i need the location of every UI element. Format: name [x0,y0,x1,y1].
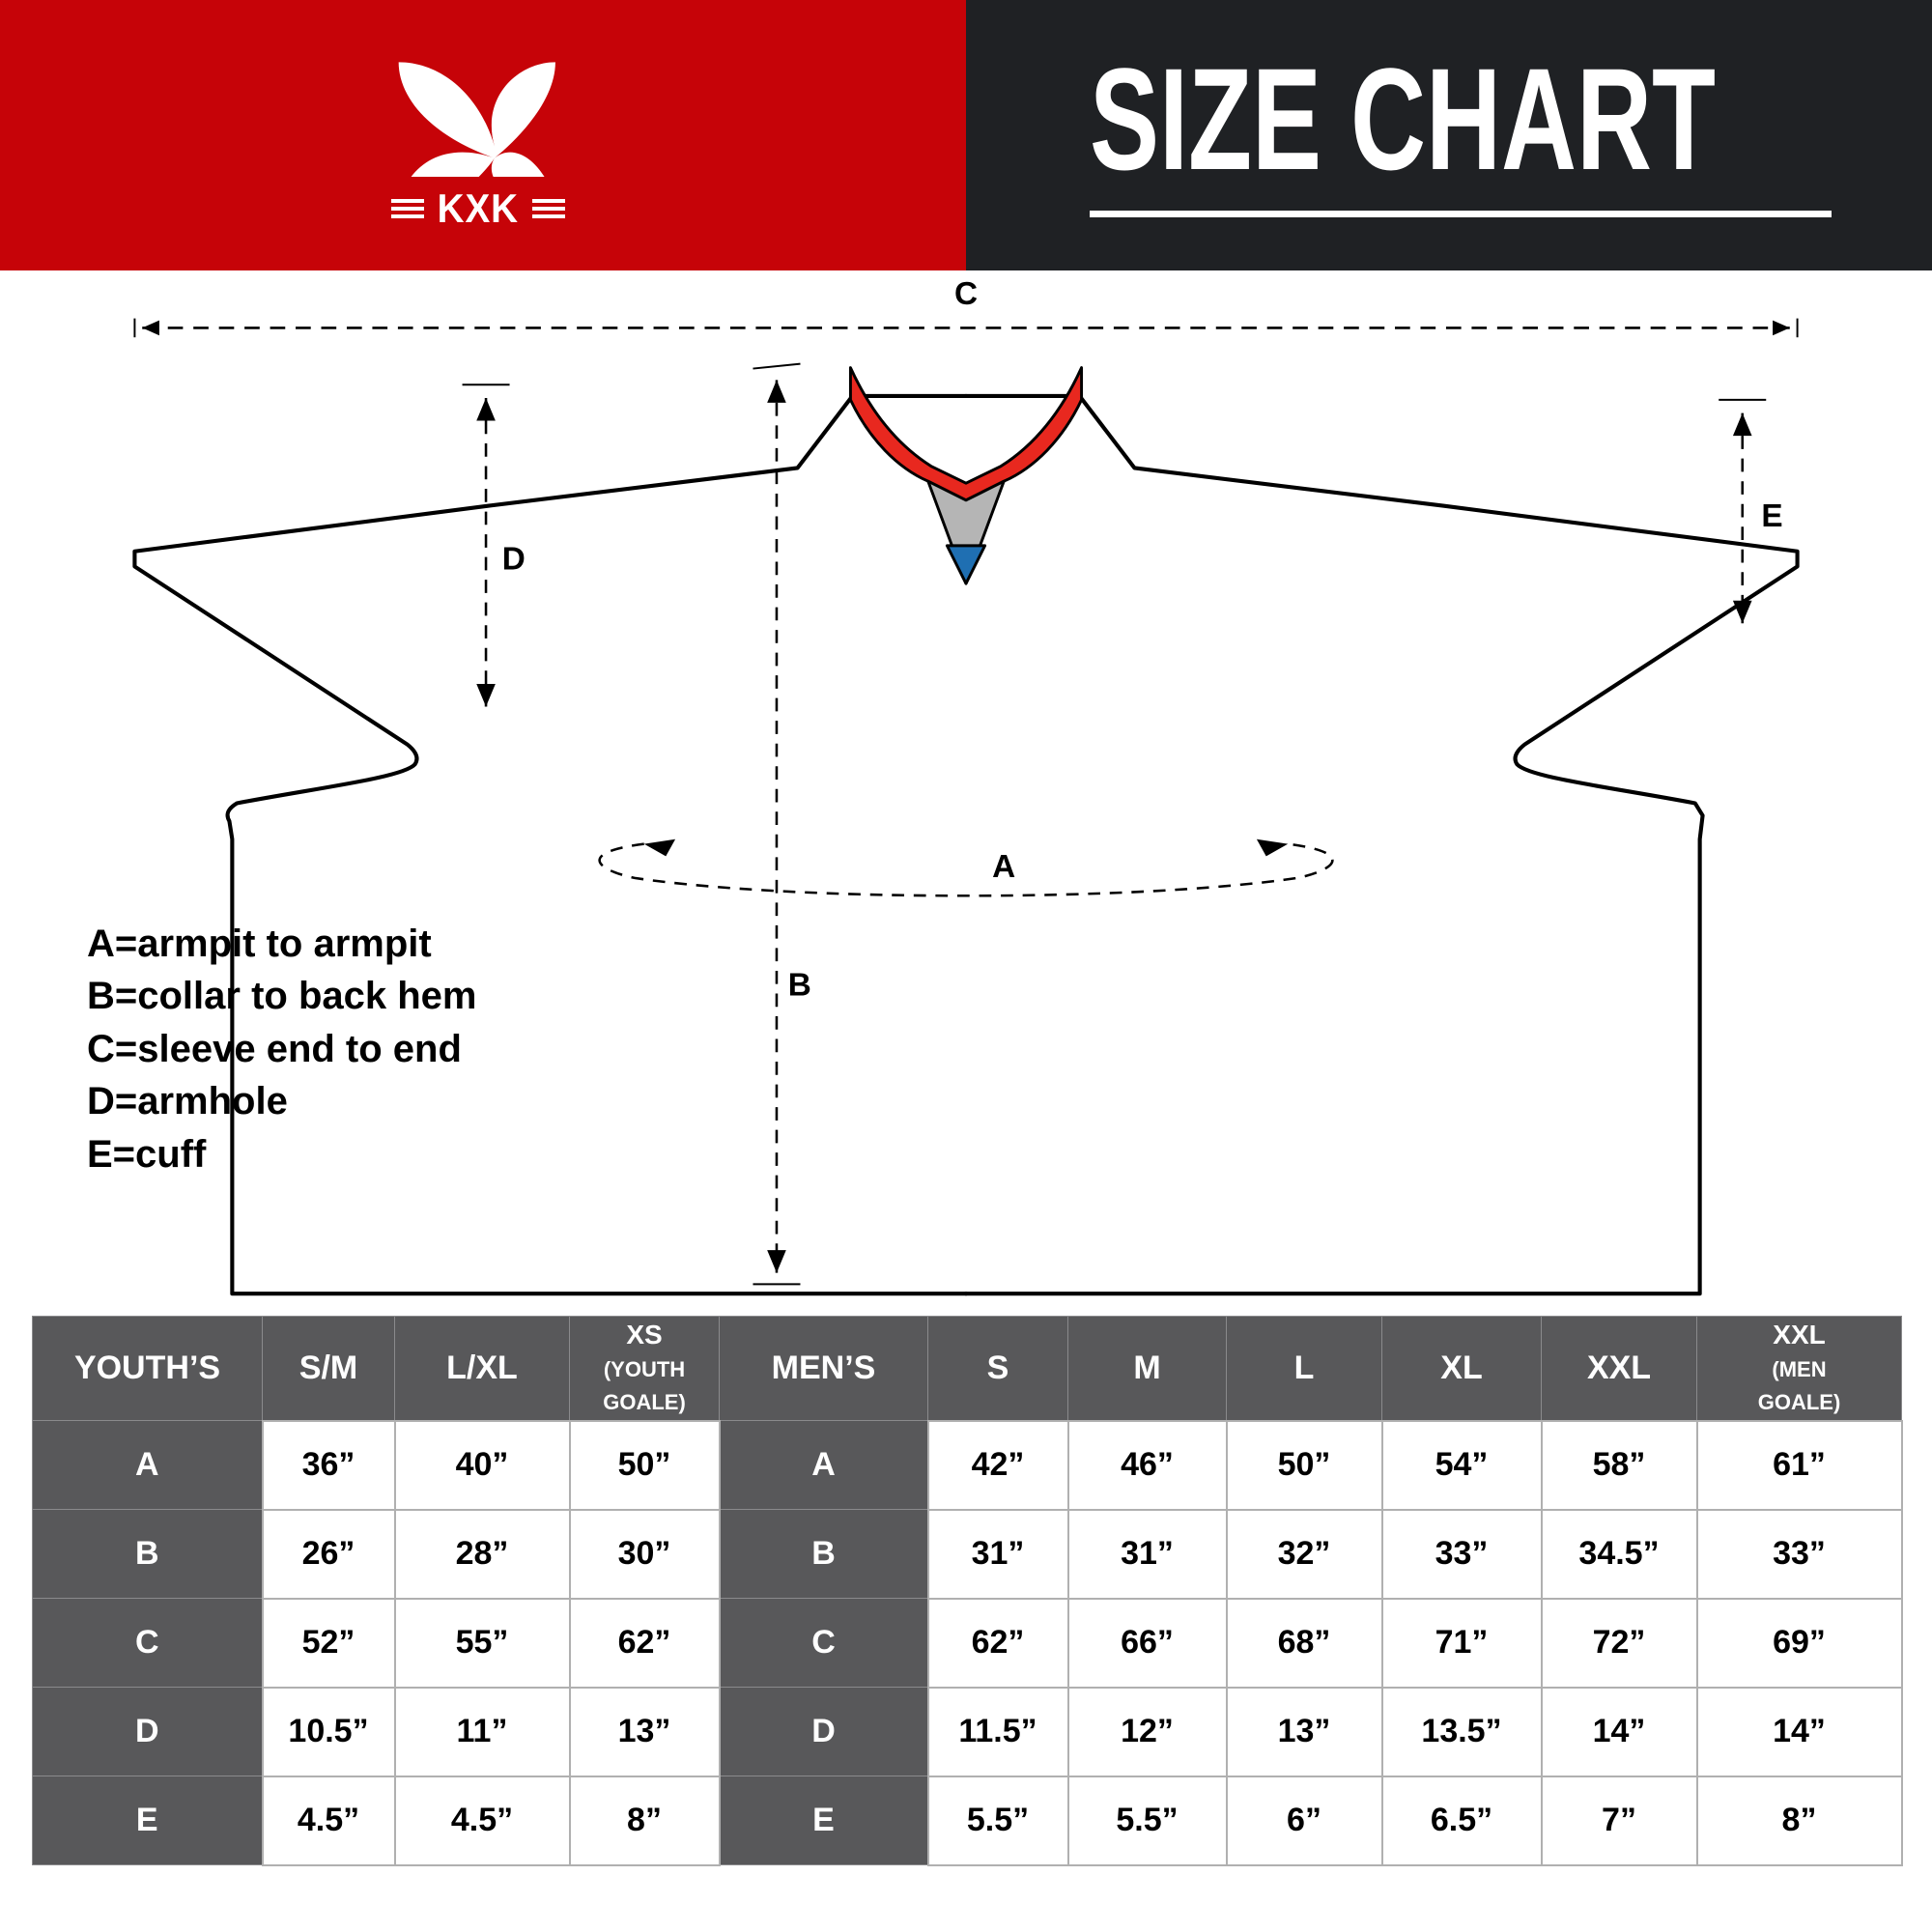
svg-text:A: A [992,849,1015,885]
svg-text:B: B [788,967,811,1003]
svg-text:E: E [1761,498,1782,534]
svg-text:C: C [954,276,978,312]
svg-text:D: D [502,541,526,577]
